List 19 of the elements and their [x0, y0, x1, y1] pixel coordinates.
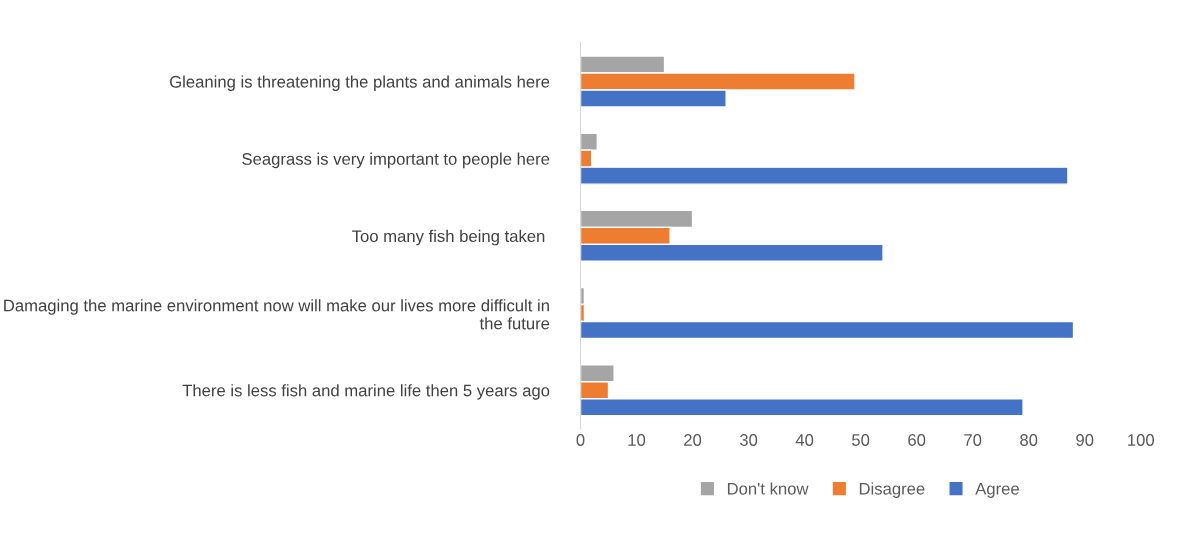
x-tick-label: 50	[852, 434, 870, 446]
x-tick-label: 100	[1128, 434, 1154, 446]
x-tick-label: 0	[576, 434, 585, 446]
x-tick-label: 30	[739, 434, 758, 446]
legend-label: Agree	[975, 483, 1019, 498]
x-tick-label: 90	[1076, 434, 1094, 446]
x-tick-label: 80	[1020, 434, 1038, 446]
y-tick-label: There is less fish and marine life then 5 years ago	[182, 384, 550, 400]
y-tick-label: Damaging the marine environment now will make our lives more difficult in the future	[4, 299, 550, 330]
x-tick-label: 70	[964, 434, 982, 446]
y-tick-label: Too many fish being taken	[352, 229, 545, 246]
x-tick-label: 60	[908, 434, 926, 446]
legend-label: Don't know	[727, 482, 809, 495]
x-tick-label: 10	[628, 434, 646, 446]
y-tick-label: Gleaning is threatening the plants and animals here	[170, 75, 550, 91]
y-tick-label: Seagrass is very important to people here	[242, 152, 550, 169]
x-tick-label: 40	[795, 434, 814, 446]
legend-label: Disagree	[859, 482, 925, 498]
x-tick-label: 20	[684, 434, 702, 446]
